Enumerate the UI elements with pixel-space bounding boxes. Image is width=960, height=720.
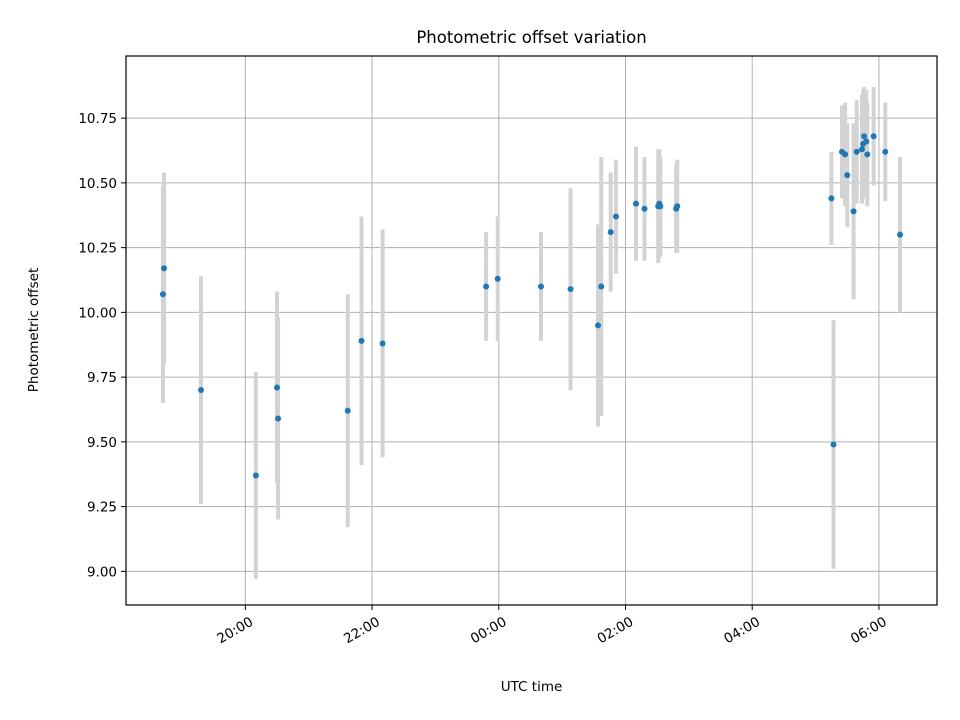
data-point [842,151,849,158]
data-point [633,200,640,207]
y-tick-label: 9.25 [87,500,117,516]
y-tick-label: 9.50 [87,435,117,451]
y-tick-label: 10.25 [78,241,117,257]
data-point [863,138,870,145]
data-point [379,340,386,347]
data-point [828,195,835,202]
data-point [197,387,204,394]
data-point [897,231,904,238]
data-point [595,322,602,329]
x-axis-label: UTC time [501,679,563,695]
data-point [494,275,501,282]
data-points [159,133,904,479]
data-point [612,213,619,220]
data-point [853,148,860,155]
data-point [161,265,168,272]
data-point [641,205,648,212]
data-point [274,384,281,391]
y-axis-label: Photometric offset [26,268,42,392]
data-point [674,203,681,210]
data-point [882,148,889,155]
data-point [870,133,877,140]
data-point [275,415,282,422]
grid-lines [126,56,937,605]
data-point [607,229,614,236]
data-point [358,337,365,344]
data-point [657,203,664,210]
data-point [598,283,605,290]
data-point [252,472,259,479]
y-tick-label: 9.00 [87,564,117,580]
data-point [483,283,490,290]
y-tick-label: 9.75 [87,370,117,386]
data-point [861,133,868,140]
data-point [844,172,851,179]
y-tick-label: 10.75 [78,111,117,127]
chart-title: Photometric offset variation [416,28,646,47]
y-tick-label: 10.50 [78,176,117,192]
data-point [864,151,871,158]
y-tick-label: 10.00 [78,305,117,321]
y-axis-ticks: 9.00 9.25 9.50 9.75 10.00 10.25 10.50 10.75 [78,111,126,580]
plot-area-frame [125,55,938,606]
data-point [567,286,574,293]
data-point [538,283,545,290]
data-point [859,146,866,153]
data-point [830,441,837,448]
data-point [159,291,166,298]
data-point [850,208,857,215]
data-point [344,407,351,414]
